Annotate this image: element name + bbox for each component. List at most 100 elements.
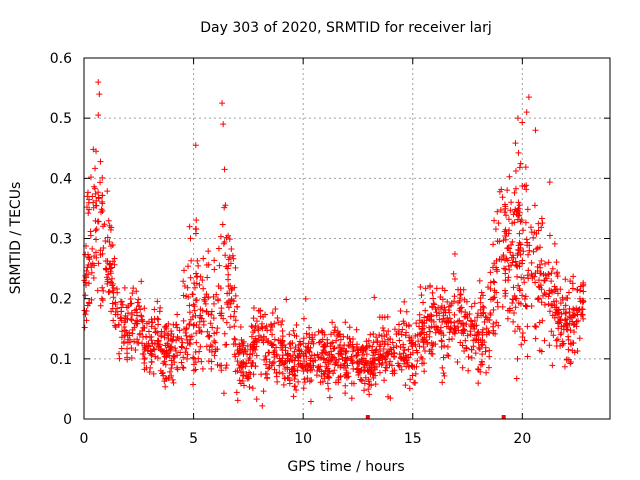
data-point bbox=[508, 199, 515, 206]
data-point bbox=[395, 360, 402, 367]
data-point bbox=[375, 351, 382, 358]
data-point bbox=[197, 306, 204, 313]
data-point bbox=[194, 257, 201, 264]
data-point bbox=[387, 358, 394, 365]
data-point bbox=[244, 373, 251, 380]
data-point bbox=[238, 369, 245, 376]
data-point bbox=[179, 364, 186, 371]
data-point bbox=[152, 353, 159, 360]
data-point bbox=[181, 267, 188, 274]
data-point bbox=[355, 371, 362, 378]
data-point bbox=[193, 339, 200, 346]
data-point bbox=[99, 297, 106, 304]
data-point bbox=[113, 286, 120, 293]
data-point bbox=[341, 360, 348, 367]
data-point bbox=[214, 296, 221, 303]
data-point bbox=[132, 346, 139, 353]
data-point bbox=[156, 344, 163, 351]
data-point bbox=[155, 337, 162, 344]
data-point bbox=[454, 359, 461, 366]
data-point bbox=[567, 278, 574, 285]
data-point bbox=[186, 309, 193, 316]
data-point bbox=[166, 368, 173, 375]
data-point bbox=[477, 361, 484, 368]
data-point bbox=[99, 284, 106, 291]
zero-point bbox=[365, 415, 370, 419]
data-point bbox=[217, 310, 224, 317]
data-point bbox=[265, 365, 272, 372]
data-point bbox=[160, 360, 167, 367]
data-point bbox=[125, 302, 132, 309]
data-point bbox=[502, 277, 509, 284]
zero-point bbox=[501, 415, 506, 419]
data-point bbox=[99, 192, 106, 199]
data-point bbox=[126, 332, 133, 339]
data-point bbox=[106, 288, 113, 295]
data-point bbox=[273, 373, 280, 380]
data-point bbox=[509, 238, 516, 245]
data-point bbox=[517, 160, 524, 167]
data-point bbox=[409, 339, 416, 346]
data-point bbox=[222, 252, 229, 259]
data-point bbox=[569, 285, 576, 292]
data-point bbox=[168, 328, 175, 335]
data-point bbox=[235, 350, 242, 357]
data-point bbox=[190, 322, 197, 329]
data-point bbox=[525, 267, 532, 274]
data-point bbox=[528, 259, 535, 266]
data-point bbox=[96, 91, 103, 98]
data-point bbox=[141, 354, 148, 361]
chart-title: Day 303 of 2020, SRMTID for receiver lar… bbox=[200, 20, 492, 36]
data-point bbox=[82, 292, 89, 299]
data-point bbox=[420, 360, 427, 367]
data-point bbox=[335, 356, 342, 363]
data-point bbox=[527, 224, 534, 231]
data-point bbox=[576, 306, 583, 313]
data-point bbox=[532, 335, 539, 342]
data-point bbox=[474, 314, 481, 321]
data-point bbox=[573, 307, 580, 314]
data-point bbox=[562, 276, 569, 283]
data-point bbox=[411, 364, 418, 371]
data-point bbox=[401, 347, 408, 354]
data-point bbox=[105, 217, 112, 224]
data-point bbox=[479, 326, 486, 333]
data-point bbox=[85, 253, 92, 260]
data-point bbox=[413, 320, 420, 327]
data-point bbox=[172, 321, 179, 328]
data-point bbox=[289, 340, 296, 347]
data-point bbox=[169, 361, 176, 368]
data-point bbox=[122, 315, 129, 322]
data-point bbox=[300, 385, 307, 392]
data-point bbox=[378, 332, 385, 339]
data-point bbox=[440, 354, 447, 361]
data-point bbox=[363, 362, 370, 369]
data-point bbox=[155, 321, 162, 328]
data-point bbox=[502, 293, 509, 300]
data-point bbox=[513, 211, 520, 218]
data-point bbox=[83, 317, 90, 324]
data-point bbox=[217, 285, 224, 292]
data-point bbox=[512, 206, 519, 213]
data-point bbox=[118, 334, 125, 341]
data-point bbox=[455, 327, 462, 334]
data-point bbox=[358, 378, 365, 385]
data-point bbox=[279, 318, 286, 325]
data-point bbox=[475, 380, 482, 387]
data-point bbox=[565, 289, 572, 296]
x-tick-label: 15 bbox=[404, 431, 422, 447]
data-point bbox=[383, 331, 390, 338]
data-point bbox=[225, 256, 232, 263]
data-point bbox=[573, 323, 580, 330]
data-point bbox=[477, 306, 484, 313]
data-point bbox=[232, 292, 239, 299]
data-point bbox=[381, 356, 388, 363]
data-point bbox=[286, 341, 293, 348]
data-point bbox=[88, 269, 95, 276]
data-point bbox=[281, 360, 288, 367]
data-point bbox=[200, 318, 207, 325]
data-point bbox=[108, 243, 115, 250]
data-point bbox=[516, 287, 523, 294]
data-point bbox=[206, 347, 213, 354]
data-point bbox=[232, 317, 239, 324]
